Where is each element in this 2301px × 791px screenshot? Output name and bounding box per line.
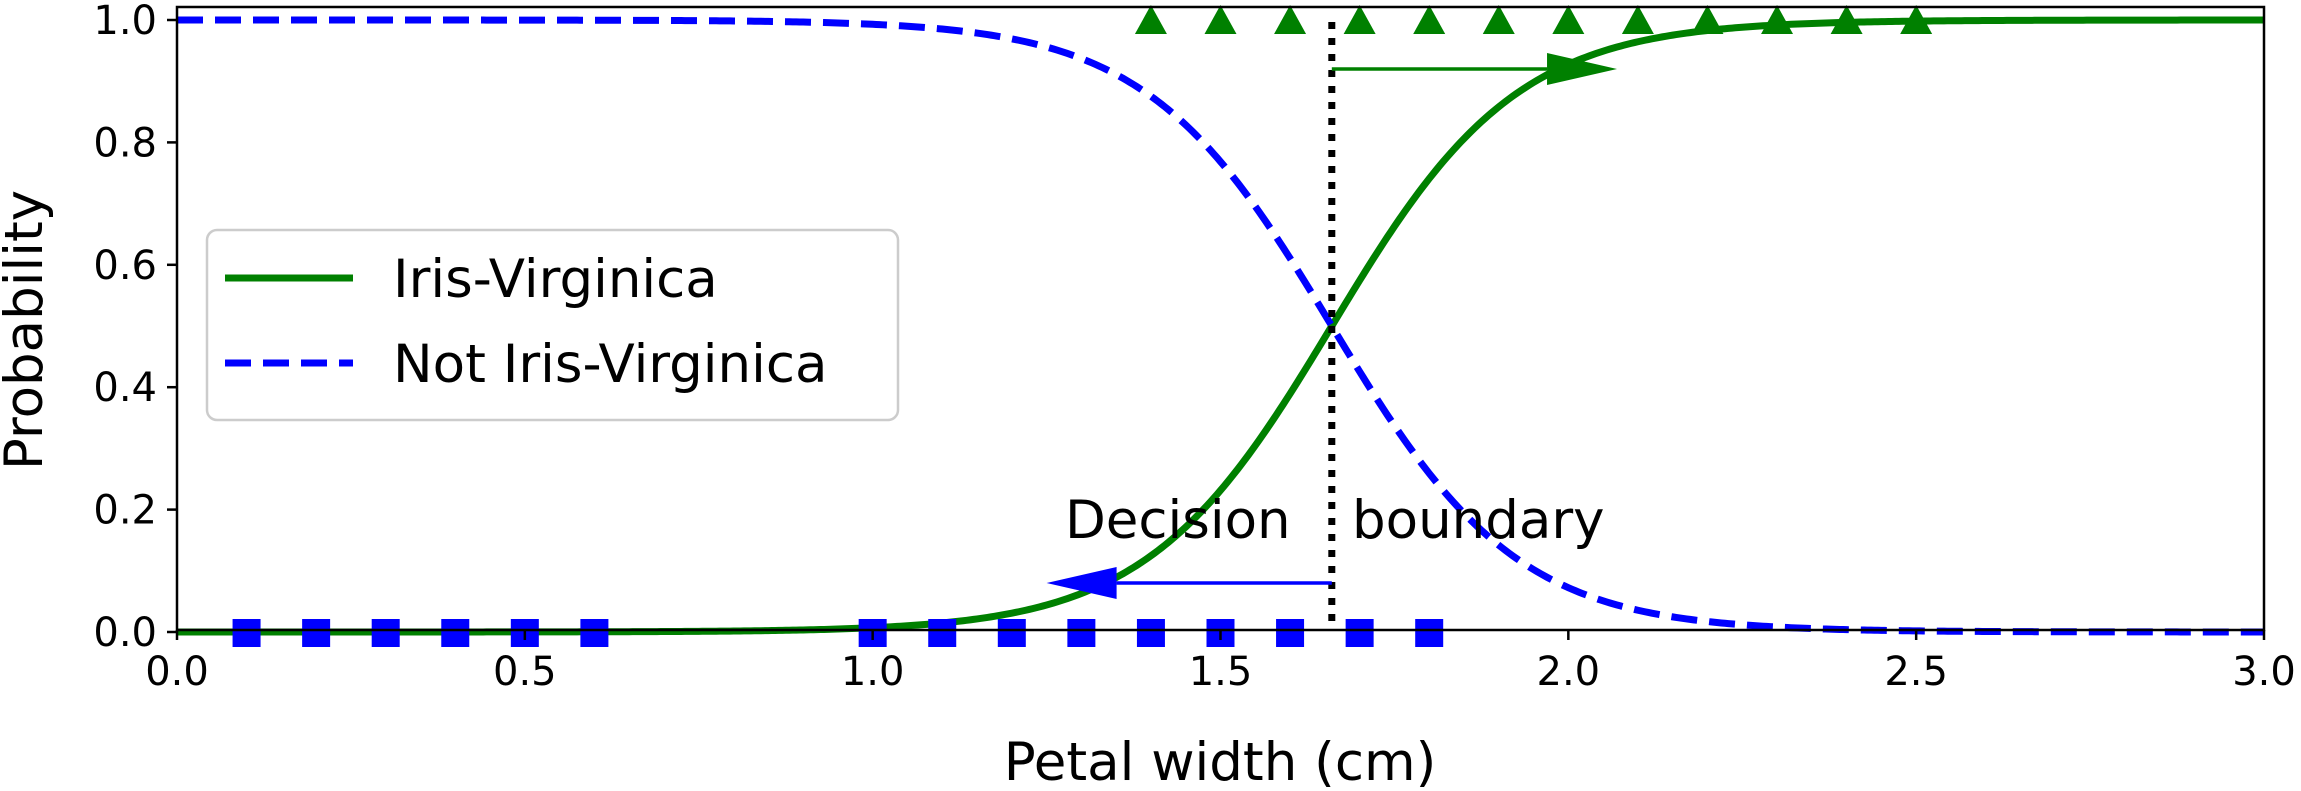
triangle-point xyxy=(1621,5,1654,34)
y-axis-label: Probability xyxy=(0,190,55,470)
square-point xyxy=(371,619,400,647)
x-axis: 0.0 0.5 1.0 1.5 2.0 2.5 3.0 xyxy=(145,630,2296,695)
square-point xyxy=(1136,619,1165,647)
y-tick-label: 0.0 xyxy=(93,610,157,656)
square-point xyxy=(1067,619,1096,647)
legend-not-virginica-label: Not Iris-Virginica xyxy=(393,334,827,395)
x-tick-label: 0.5 xyxy=(493,649,557,695)
square-point xyxy=(232,619,261,647)
decision-label: Decision xyxy=(1065,490,1291,551)
arrow-right-head xyxy=(1547,52,1618,85)
y-tick-label: 0.8 xyxy=(93,120,157,166)
square-point xyxy=(580,619,609,647)
triangle-point xyxy=(1552,5,1585,34)
x-tick-label: 1.5 xyxy=(1189,649,1253,695)
legend-virginica-label: Iris-Virginica xyxy=(393,249,718,310)
triangle-point xyxy=(1482,5,1515,34)
y-tick-label: 0.2 xyxy=(93,488,157,534)
triangle-point xyxy=(1830,5,1863,34)
triangle-point xyxy=(1691,5,1724,34)
boundary-label: boundary xyxy=(1352,490,1605,551)
y-tick-label: 0.4 xyxy=(93,365,157,411)
arrow-right xyxy=(1331,52,1618,85)
triangle-point xyxy=(1900,5,1933,34)
arrow-left xyxy=(1046,567,1332,600)
triangle-point xyxy=(1204,5,1237,34)
legend-box xyxy=(205,228,900,422)
square-point xyxy=(997,619,1026,647)
square-point xyxy=(302,619,331,647)
square-point xyxy=(1345,619,1374,647)
triangle-point xyxy=(1343,5,1376,34)
triangle-point xyxy=(1413,5,1446,34)
square-point xyxy=(1276,619,1305,647)
triangle-point xyxy=(1761,5,1794,34)
triangle-point xyxy=(1134,5,1167,34)
y-tick-label: 0.6 xyxy=(93,243,157,289)
x-axis-label: Petal width (cm) xyxy=(1004,732,1437,791)
y-axis: 0.0 0.2 0.4 0.6 0.8 1.0 xyxy=(93,0,177,656)
x-tick-label: 1.0 xyxy=(841,649,905,695)
square-point xyxy=(1415,619,1444,647)
x-tick-label: 2.5 xyxy=(1884,649,1948,695)
square-point xyxy=(928,619,957,647)
x-tick-label: 3.0 xyxy=(2232,649,2296,695)
x-tick-label: 0.0 xyxy=(145,649,209,695)
triangle-point xyxy=(1274,5,1307,34)
x-tick-label: 2.0 xyxy=(1537,649,1601,695)
legend: Iris-Virginica Not Iris-Virginica xyxy=(205,228,900,422)
arrow-left-head xyxy=(1046,567,1117,600)
y-tick-label: 1.0 xyxy=(93,0,157,44)
square-point xyxy=(441,619,470,647)
